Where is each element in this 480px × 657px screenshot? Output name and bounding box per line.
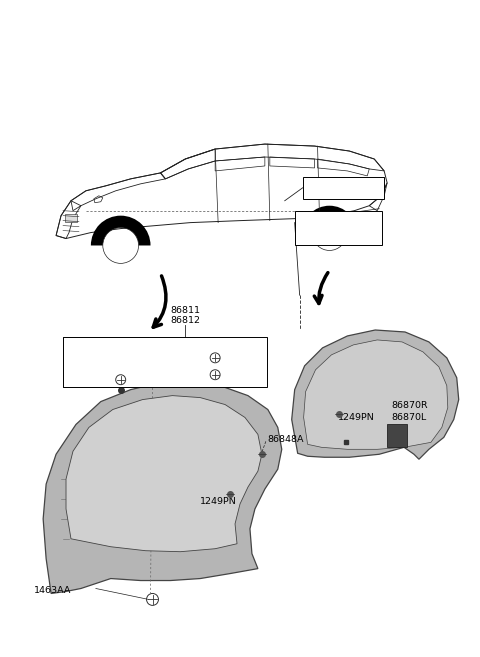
Text: 86812: 86812 xyxy=(170,315,200,325)
Text: 86821B: 86821B xyxy=(307,180,343,189)
Text: 1463AA: 1463AA xyxy=(34,586,72,595)
Text: 1043EA: 1043EA xyxy=(311,228,347,237)
Text: 14160: 14160 xyxy=(83,342,113,351)
Text: 86822B: 86822B xyxy=(307,189,343,198)
Text: 86870L: 86870L xyxy=(391,413,426,422)
Polygon shape xyxy=(66,396,262,552)
Text: 1249PN: 1249PN xyxy=(200,497,237,507)
Text: 86834E: 86834E xyxy=(66,357,102,367)
FancyBboxPatch shape xyxy=(295,211,382,246)
Polygon shape xyxy=(43,382,282,593)
FancyBboxPatch shape xyxy=(302,177,384,199)
Text: 1042AA: 1042AA xyxy=(154,342,191,351)
Text: 1249PN: 1249PN xyxy=(337,413,374,422)
Text: 1043EA: 1043EA xyxy=(166,357,202,367)
Polygon shape xyxy=(387,424,407,447)
Polygon shape xyxy=(292,330,459,459)
FancyBboxPatch shape xyxy=(65,214,77,221)
Text: 86870R: 86870R xyxy=(391,401,428,410)
Wedge shape xyxy=(91,215,151,246)
Text: 86811: 86811 xyxy=(170,306,200,315)
Polygon shape xyxy=(304,340,448,449)
FancyBboxPatch shape xyxy=(63,337,267,387)
Wedge shape xyxy=(301,206,357,233)
Text: 1042AA: 1042AA xyxy=(299,214,336,223)
Text: 86848A: 86848A xyxy=(268,435,304,444)
